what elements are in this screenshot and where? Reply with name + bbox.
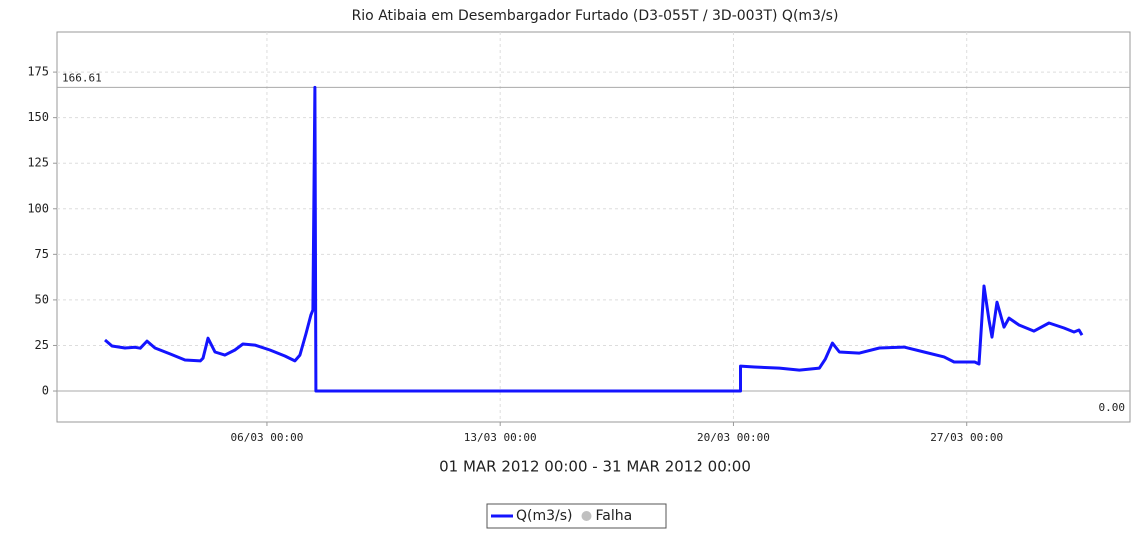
y-tick-label: 100 bbox=[27, 201, 49, 215]
y-tick-label: 50 bbox=[35, 292, 49, 306]
x-tick-label: 27/03 00:00 bbox=[930, 431, 1003, 444]
chart-title: Rio Atibaia em Desembargador Furtado (D3… bbox=[352, 8, 839, 24]
y-tick-label: 175 bbox=[27, 65, 49, 79]
annotation: 0.00 bbox=[1099, 401, 1126, 414]
legend-box bbox=[486, 503, 667, 529]
x-tick-label: 06/03 00:00 bbox=[231, 431, 304, 444]
x-tick-label: 20/03 00:00 bbox=[697, 431, 770, 444]
x-tick-label: 13/03 00:00 bbox=[464, 431, 537, 444]
legend-label: Q(m3/s) bbox=[516, 508, 573, 524]
annotation: 166.61 bbox=[62, 71, 102, 84]
y-tick-label: 150 bbox=[27, 110, 49, 124]
plot-area bbox=[56, 31, 1131, 423]
legend-dot bbox=[581, 511, 592, 521]
data-line bbox=[104, 85, 1084, 393]
y-tick-label: 75 bbox=[35, 247, 49, 261]
y-tick-label: 25 bbox=[35, 338, 49, 352]
y-tick-label: 125 bbox=[27, 156, 49, 170]
x-axis-label: 01 MAR 2012 00:00 - 31 MAR 2012 00:00 bbox=[439, 458, 751, 476]
y-tick-label: 0 bbox=[42, 384, 49, 398]
legend-label: Falha bbox=[596, 508, 633, 524]
